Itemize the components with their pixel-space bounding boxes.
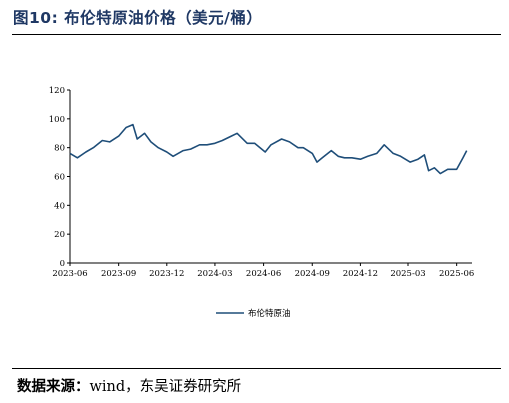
y-tick-label: 80: [54, 144, 65, 154]
x-tick-label: 2023-09: [101, 269, 136, 279]
x-tick-label: 2025-06: [439, 269, 474, 279]
y-tick-label: 120: [49, 86, 65, 96]
source-note: 数据来源：wind，东吴证券研究所: [17, 375, 241, 396]
figure-title: 图10: 布伦特原油价格（美元/桶）: [13, 9, 263, 27]
y-tick-label: 0: [60, 259, 65, 269]
y-tick-label: 60: [54, 173, 65, 183]
x-tick-label: 2024-06: [246, 269, 281, 279]
source-label: 数据来源：: [17, 379, 90, 395]
bottom-rule: [12, 368, 501, 369]
legend-label: 布伦特原油: [248, 308, 291, 319]
y-tick-label: 20: [54, 230, 65, 240]
x-tick-label: 2023-06: [52, 269, 87, 279]
axes: [69, 90, 472, 264]
y-tick-label: 100: [49, 115, 65, 125]
x-tick-label: 2024-03: [197, 269, 232, 279]
y-axis-ticks: 0 20 40 60 80 100 120: [49, 86, 70, 269]
top-rule: [12, 34, 501, 35]
x-tick-label: 2023-12: [149, 269, 184, 279]
source-value: wind，东吴证券研究所: [89, 379, 242, 395]
x-tick-label: 2024-12: [343, 269, 378, 279]
y-tick-label: 40: [54, 201, 65, 211]
x-tick-label: 2024-09: [295, 269, 330, 279]
legend: 布伦特原油: [216, 308, 291, 319]
series-line-brent: [69, 123, 468, 175]
x-tick-label: 2025-03: [390, 269, 425, 279]
plot-area: [69, 123, 468, 175]
x-axis-ticks: 2023-06 2023-09 2023-12 2024-03 2024-06 2024-…: [52, 263, 474, 279]
